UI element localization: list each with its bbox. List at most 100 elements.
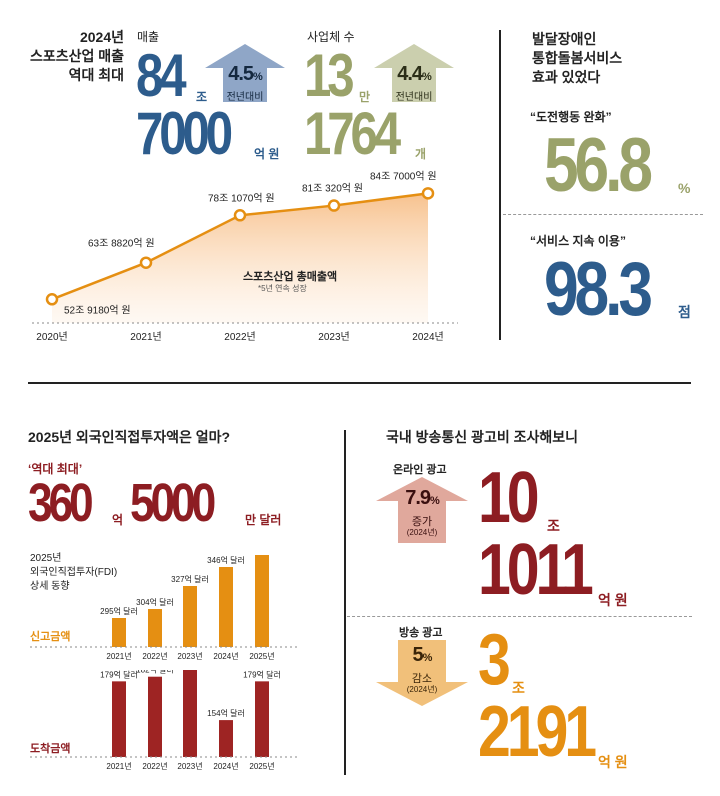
bc-down-arrow: 5% 감소 (2024년): [374, 638, 470, 708]
sports-title: 2024년 스포츠산업 매출 역대 최대: [28, 28, 124, 85]
quote-1: “도전행동 완화”: [530, 110, 612, 124]
area-x-tick-label: 2020년: [36, 331, 67, 343]
biz-label: 사업체 수: [307, 30, 355, 44]
fdi-sub-line1: 2025년: [30, 553, 62, 564]
area-x-tick-label: 2023년: [318, 331, 349, 343]
area-point: [327, 199, 341, 212]
biz-up-arrow: 4.4% 전년대비: [372, 42, 456, 104]
fdi-title: 2025년 외국인직접투자액은 얼마?: [28, 429, 231, 445]
fdi-bar: [148, 609, 162, 647]
fdi-sub-line3: 상세 동향: [30, 581, 70, 592]
biz-unit1: 만: [359, 90, 371, 104]
fdi-x-tick-label: 2025년: [249, 761, 274, 771]
area-note: *5년 연속 성장: [258, 284, 307, 293]
disability-title-line1: 발달장애인: [532, 31, 597, 47]
area-data-label: 78조 1070억 원: [208, 192, 275, 204]
down-arrow-icon: [376, 640, 468, 706]
fdi-x-tick-label: 2023년: [177, 651, 202, 661]
value-2: 98.3: [544, 247, 653, 332]
fdi-big1: 360: [28, 473, 94, 533]
bc-big2: 2191: [478, 692, 597, 772]
sales-pct: 4.5: [228, 63, 254, 85]
fdi-record: ‘역대 최대’: [28, 462, 83, 476]
biz-big1: 13: [304, 42, 355, 109]
up-arrow-icon: [376, 477, 468, 543]
area-data-label: 63조 8820억 원: [88, 238, 155, 250]
disability-title-line3: 효과 있었다: [532, 69, 601, 85]
section-divider: [28, 382, 691, 384]
fdi-bar: [219, 720, 233, 757]
online-unit1: 조: [547, 518, 560, 534]
fdi-bar: [255, 681, 269, 757]
bc-big1: 3: [478, 620, 511, 700]
value-1: 56.8: [544, 123, 653, 208]
sales-up-arrow: 4.5% 전년대비: [203, 42, 287, 104]
disability-title: 발달장애인 통합돌봄서비스 효과 있었다: [532, 30, 622, 87]
fdi-bar-label: 154억 달러: [207, 708, 245, 718]
bc-unit2: 억 원: [598, 754, 628, 770]
area-x-tick-label: 2022년: [224, 331, 255, 343]
fdi-bar-label: 179억 달러: [243, 670, 281, 679]
bc-year: (2024년): [406, 685, 438, 694]
up-arrow-icon: [205, 44, 285, 102]
unit-2: 점: [678, 304, 691, 320]
online-big1: 10: [478, 458, 540, 538]
area-point: [421, 187, 435, 200]
area-point: [139, 256, 153, 269]
fdi-unit1: 억: [112, 513, 124, 527]
fdi-subtitle: 2025년 외국인직접투자(FDI) 상세 동향: [30, 552, 117, 594]
online-big2: 1011: [478, 530, 594, 610]
fdi-bar-label: 179억 달러: [100, 670, 138, 679]
fdi-x-tick-label: 2024년: [213, 651, 238, 661]
fdi-new-bar-chart: 295억 달러 2021년 304억 달러 2022년 327억 달러 2023년 346억…: [30, 555, 300, 661]
disability-divider: [503, 214, 703, 215]
fdi-bar-label: 295억 달러: [100, 606, 138, 616]
online-up-arrow: 7.9% 증가 (2024년): [374, 475, 470, 545]
biz-big2: 1764: [304, 100, 401, 167]
biz-pct: 4.4: [397, 63, 423, 85]
online-pct-unit: %: [430, 495, 440, 507]
fdi-x-tick-label: 2021년: [106, 761, 131, 771]
sales-pct-label: 전년대비: [226, 92, 264, 103]
sales-label: 매출: [137, 30, 160, 44]
biz-unit2: 개: [415, 147, 427, 161]
area-title: 스포츠산업 총매출액: [243, 271, 338, 283]
fdi-bar: [112, 618, 126, 647]
sports-title-line2: 스포츠산업 매출: [29, 48, 124, 64]
fdi-x-tick-label: 2021년: [106, 651, 131, 661]
fdi-bar-label: 346억 달러: [207, 555, 245, 565]
divider-bottom: [344, 430, 346, 775]
sports-title-line3: 역대 최대: [68, 67, 124, 83]
bc-dir: 감소: [411, 673, 433, 685]
biz-pct-label: 전년대비: [395, 92, 433, 103]
area-fill: [52, 193, 428, 323]
bc-unit1: 조: [512, 680, 525, 696]
fdi-sub-line2: 외국인직접투자(FDI): [30, 567, 118, 578]
fdi-bar: [183, 670, 197, 757]
fdi-bar: [219, 567, 233, 647]
sales-unit1: 조: [196, 90, 208, 104]
online-year: (2024년): [406, 528, 438, 537]
fdi-x-tick-label: 2022년: [142, 651, 167, 661]
online-dir: 증가: [411, 516, 433, 528]
sales-unit2: 억 원: [254, 147, 280, 161]
fdi-bar: [255, 555, 269, 647]
fdi-bar: [183, 586, 197, 647]
quote-2: “서비스 지속 이용”: [530, 234, 626, 248]
fdi-bar: [112, 681, 126, 757]
disability-title-line2: 통합돌봄서비스: [532, 50, 623, 66]
area-x-tick-label: 2024년: [412, 331, 443, 343]
up-arrow-icon: [374, 44, 454, 102]
sales-big1: 84: [136, 42, 187, 109]
ad-divider: [347, 616, 692, 617]
ad-title: 국내 방송통신 광고비 조사해보니: [386, 429, 578, 445]
fdi-bar-label: 304억 달러: [136, 597, 174, 607]
unit-1: %: [678, 180, 691, 196]
sales-big2: 7000: [136, 100, 233, 167]
sales-area-chart: 52조 9180억 원 2020년 63조 8820억 원 2021년 78조 1070…: [32, 170, 458, 343]
area-data-label: 52조 9180억 원: [64, 304, 131, 316]
fdi-x-tick-label: 2023년: [177, 761, 202, 771]
area-x-tick-label: 2021년: [130, 331, 161, 343]
bc-pct-unit: %: [422, 652, 433, 664]
sports-title-year: 2024년: [79, 29, 124, 45]
